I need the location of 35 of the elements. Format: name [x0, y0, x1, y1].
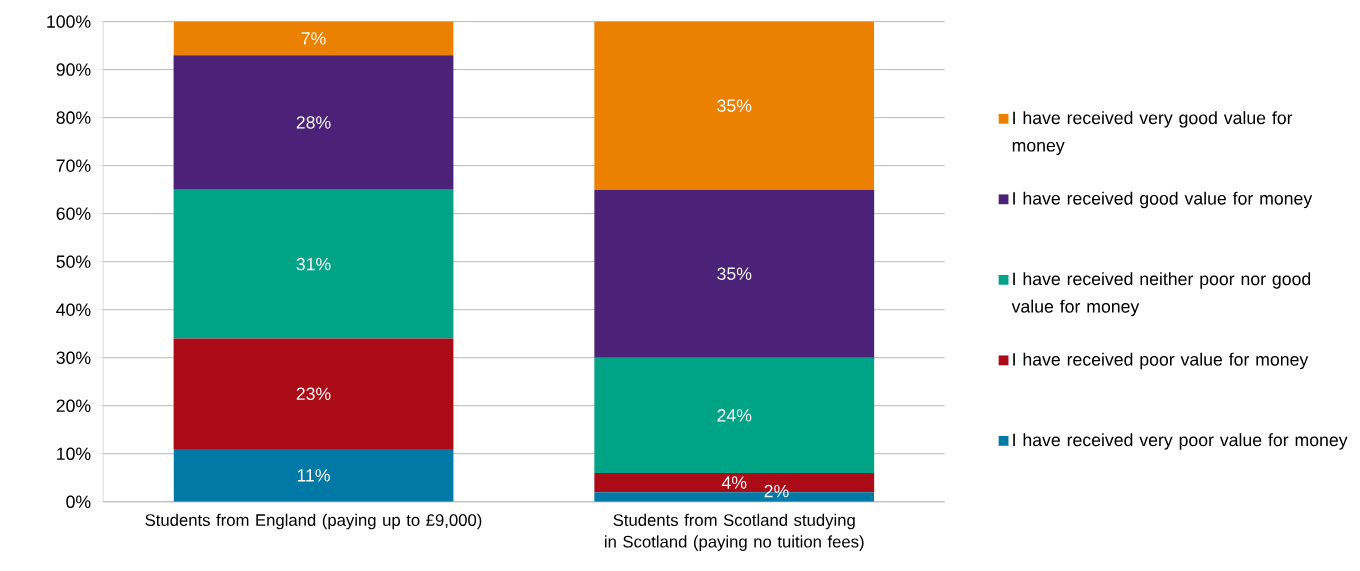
- data-label: 11%: [297, 469, 330, 482]
- y-tick-label: 10%: [57, 447, 91, 461]
- data-label: 35%: [717, 99, 752, 113]
- bar: [173, 189, 454, 339]
- legend-label: I have received poor value for money: [1013, 352, 1309, 370]
- data-label: 35%: [717, 267, 752, 281]
- y-tick-label: 60%: [56, 207, 91, 221]
- data-label: 24%: [717, 409, 752, 422]
- data-label: 31%: [296, 258, 331, 271]
- x-tick-label: Students from England (paying up to £9,000): [145, 514, 482, 530]
- bar: [173, 338, 454, 450]
- bar: [594, 357, 875, 474]
- y-tick-label: 50%: [56, 255, 91, 269]
- data-label: 28%: [296, 116, 331, 129]
- data-label: 23%: [296, 387, 331, 401]
- bar: [594, 189, 875, 358]
- y-tick-label: 100%: [47, 15, 91, 29]
- legend-label: I have received good value for money: [1013, 191, 1313, 209]
- y-tick-label: 80%: [56, 111, 91, 125]
- y-tick-label: 20%: [56, 399, 91, 413]
- y-tick-label: 30%: [56, 351, 91, 365]
- y-tick-label: 90%: [56, 63, 91, 77]
- bar: [173, 21, 454, 56]
- data-label: 7%: [301, 32, 326, 45]
- legend-label: I have received neither poor nor good value for money: [1011, 272, 1311, 317]
- bar: [173, 55, 454, 190]
- y-tick-label: 0%: [66, 495, 91, 509]
- legend-label: I have received very good value for money: [1012, 111, 1293, 156]
- bar: [594, 21, 875, 190]
- legend-label: I have received very poor value for money: [1013, 433, 1348, 450]
- y-tick-label: 70%: [56, 159, 91, 173]
- y-tick-label: 40%: [56, 303, 91, 317]
- data-label: 4%: [721, 476, 747, 489]
- x-tick-label: Students from Scotland studying in Scotland (paying no tuition fees): [605, 514, 864, 552]
- bar: [173, 449, 454, 503]
